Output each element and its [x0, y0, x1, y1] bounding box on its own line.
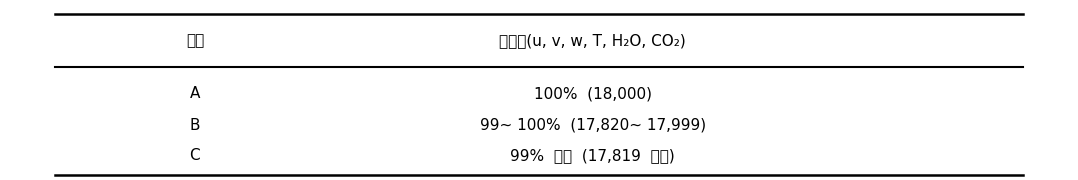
Text: 99~ 100%  (17,820~ 17,999): 99~ 100% (17,820~ 17,999) — [480, 118, 706, 133]
Text: 등급: 등급 — [185, 33, 204, 48]
Text: 99%  미만  (17,819  이하): 99% 미만 (17,819 이하) — [510, 148, 675, 163]
Text: 자료수(u, v, w, T, H₂O, CO₂): 자료수(u, v, w, T, H₂O, CO₂) — [499, 33, 686, 48]
Text: B: B — [190, 118, 201, 133]
Text: C: C — [190, 148, 201, 163]
Text: A: A — [190, 86, 201, 101]
Text: 100%  (18,000): 100% (18,000) — [534, 86, 652, 101]
